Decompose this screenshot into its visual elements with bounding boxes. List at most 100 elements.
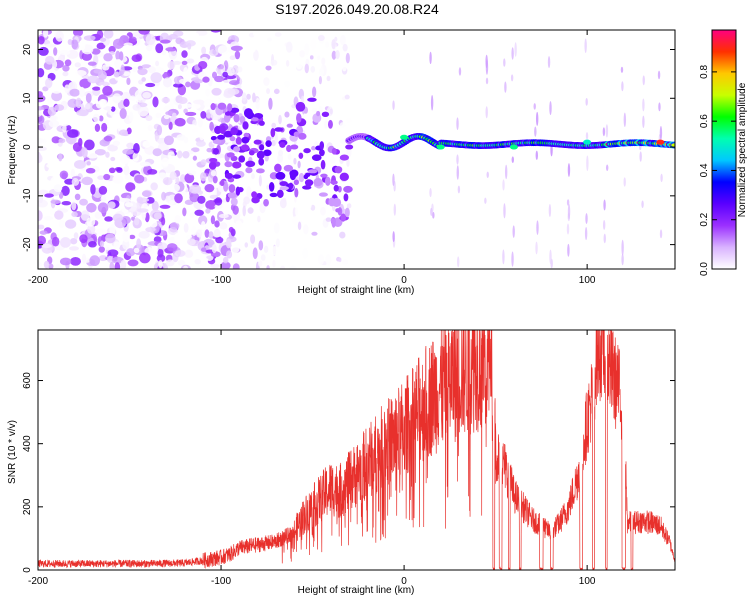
noise-blob [294, 207, 299, 216]
snr-xlabel: Height of straight line (km) [298, 585, 415, 596]
noise-blob [339, 34, 346, 46]
streak [429, 51, 432, 65]
noise-blob [230, 244, 240, 254]
noise-blob [126, 248, 136, 257]
chirp-blob [335, 208, 341, 213]
chirp-blob [241, 136, 250, 144]
noise-blob [129, 234, 136, 240]
noise-blob [100, 196, 107, 202]
colorbar: 0.0 0.2 0.4 0.6 0.8 Normalized spectral ampl… [699, 29, 748, 276]
noise-blob [318, 76, 322, 85]
noise-blob [309, 55, 314, 60]
noise-blob [65, 219, 77, 229]
noise-blob [158, 260, 163, 269]
noise-blob [226, 250, 233, 259]
noise-blob [269, 79, 274, 91]
chirp-blob [228, 184, 236, 193]
streak [514, 42, 517, 57]
noise-blob [211, 87, 222, 96]
chirp-blob [274, 163, 282, 173]
noise-blob [275, 238, 280, 248]
noise-blob [75, 97, 82, 109]
noise-blob [132, 103, 141, 111]
streak [510, 74, 514, 82]
noise-blob [346, 117, 352, 123]
chirp-blob [224, 172, 234, 180]
spectrogram-xlabel: Height of straight line (km) [298, 285, 415, 296]
noise-blob [102, 64, 110, 71]
noise-blob [109, 261, 115, 269]
chirp-blob [212, 175, 218, 184]
noise-blob [96, 30, 104, 40]
noise-blob [177, 259, 186, 266]
noise-blob [187, 238, 196, 246]
noise-blob [112, 93, 122, 104]
streak [584, 226, 588, 241]
noise-blob [183, 265, 189, 269]
noise-blob [41, 243, 52, 249]
streak [430, 95, 434, 111]
noise-blob [70, 168, 76, 177]
noise-blob [88, 241, 97, 248]
noise-blob [299, 50, 305, 58]
noise-blob [62, 71, 69, 77]
streak [511, 47, 514, 60]
noise-blob [304, 63, 309, 74]
noise-blob [324, 120, 328, 129]
noise-blob [116, 167, 123, 173]
noise-blob [244, 242, 249, 248]
noise-blob [285, 59, 290, 67]
noise-blob [112, 38, 124, 49]
noise-blob [246, 186, 252, 198]
noise-blob [47, 96, 53, 106]
streak [642, 98, 645, 112]
noise-blob [253, 49, 259, 61]
noise-blob [183, 136, 189, 144]
noise-blob [147, 168, 158, 175]
noise-blob [181, 50, 188, 58]
noise-blob [49, 209, 55, 216]
noise-blob [64, 59, 72, 67]
noise-blob [278, 149, 284, 157]
noise-blob [218, 213, 229, 219]
colorbar-gradient [712, 30, 736, 269]
noise-blob [185, 111, 197, 117]
streak [502, 249, 505, 265]
noise-blob [273, 222, 280, 234]
streak [605, 164, 609, 172]
noise-blob [134, 174, 145, 184]
streak [658, 102, 661, 112]
noise-blob [296, 63, 303, 70]
chirp-blob [303, 174, 309, 180]
streak [503, 203, 506, 219]
streak [535, 241, 538, 255]
noise-blob [182, 207, 187, 217]
chirp-blob [224, 111, 232, 116]
noise-blob [161, 49, 167, 56]
noise-blob [184, 173, 195, 184]
noise-blob [338, 257, 342, 263]
noise-blob [174, 249, 186, 257]
streak [642, 115, 645, 128]
noise-blob [98, 81, 110, 87]
noise-blob [45, 55, 55, 65]
colorbar-tick-label: 0.6 [699, 114, 710, 128]
noise-blob [58, 153, 63, 162]
streak [511, 251, 514, 267]
streak [566, 223, 570, 235]
noise-blob [151, 200, 159, 212]
noise-blob [107, 201, 116, 209]
noise-blob [89, 255, 100, 267]
chirp-blob [283, 164, 294, 172]
noise-blob [310, 204, 316, 211]
y-tick-label: 0 [22, 567, 33, 573]
streak [511, 156, 514, 164]
signal-point [217, 134, 226, 140]
noise-blob [153, 236, 162, 243]
noise-blob [86, 161, 91, 166]
noise-blob [103, 135, 113, 142]
noise-blob [271, 139, 276, 147]
noise-blob [169, 183, 181, 193]
noise-blob [38, 35, 45, 45]
noise-blob [54, 210, 64, 220]
